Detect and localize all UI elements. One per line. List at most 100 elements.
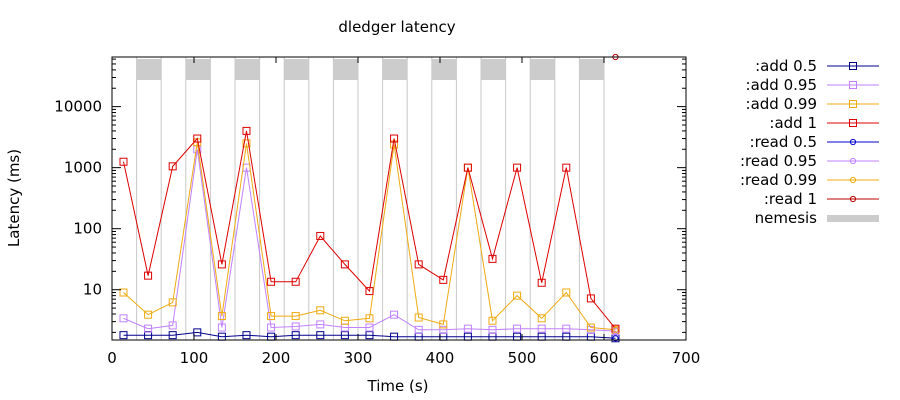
series-3-point-5 xyxy=(242,126,251,135)
nemesis-bands xyxy=(136,56,605,341)
series-3-point-10 xyxy=(365,287,374,296)
series-1-point-2 xyxy=(168,321,177,330)
series-3-point-7 xyxy=(291,277,300,286)
series-3-point-1 xyxy=(144,271,153,280)
x-tick-label-7: 700 xyxy=(672,349,701,367)
nemesis-band-3 xyxy=(283,56,310,341)
legend-label-5: :read 0.95 xyxy=(740,152,817,170)
series-2-point-13 xyxy=(439,320,448,329)
series-2-point-19 xyxy=(586,323,595,332)
nemesis-marker-3 xyxy=(284,59,309,80)
series-1-point-8 xyxy=(316,320,325,329)
nemesis-marker-6 xyxy=(431,59,457,80)
nemesis-marker-0 xyxy=(136,59,162,80)
series-0-point-7 xyxy=(291,331,300,340)
series-6 xyxy=(612,326,619,333)
series-1-point-14 xyxy=(463,324,472,333)
axes: 0 100 200 300 400 500 600 700 10 100 1000 10000 xyxy=(54,57,700,367)
nemesis-band-6 xyxy=(431,56,457,341)
series-2-point-8 xyxy=(316,306,325,315)
y-tick-label-0: 10 xyxy=(83,281,102,299)
series-1-point-15 xyxy=(488,325,497,334)
series-3-point-17 xyxy=(537,278,546,287)
plot-frame xyxy=(111,56,687,341)
nemesis-marker-8 xyxy=(530,59,555,80)
series-3-point-19 xyxy=(586,294,595,303)
series-0-point-0 xyxy=(119,331,128,340)
series-line-0 xyxy=(123,331,616,339)
series-0-point-1 xyxy=(144,331,153,340)
series-2-point-12 xyxy=(414,313,423,322)
x-tick-label-2: 200 xyxy=(262,349,291,367)
legend-marker-3 xyxy=(849,119,857,127)
legend-label-2: :add 0.99 xyxy=(746,95,817,113)
series-0-point-8 xyxy=(316,331,325,340)
series-1-point-0 xyxy=(119,314,128,323)
nemesis-marker-2 xyxy=(235,59,260,80)
series-1-point-16 xyxy=(513,324,522,333)
series-4-point-0 xyxy=(612,335,619,342)
series-4 xyxy=(612,335,619,342)
series-2-point-18 xyxy=(562,288,571,297)
nemesis-marker-5 xyxy=(382,59,408,80)
series-0-point-9 xyxy=(340,331,349,340)
series-2-point-7 xyxy=(291,312,300,321)
series-1-point-11 xyxy=(390,310,399,319)
series-1 xyxy=(119,145,620,336)
series-line-1 xyxy=(123,149,616,332)
series-line-2 xyxy=(123,142,616,331)
series-2-point-5 xyxy=(242,139,251,148)
series-2-point-1 xyxy=(144,310,153,319)
series-1-point-13 xyxy=(439,325,448,334)
legend-marker-2 xyxy=(849,100,857,108)
legend-marker-6 xyxy=(849,176,857,184)
series-3-point-8 xyxy=(316,231,325,240)
x-tick-label-3: 300 xyxy=(344,349,373,367)
series-3-point-18 xyxy=(562,163,571,172)
legend-label-0: :add 0.5 xyxy=(755,57,817,75)
series-2-point-4 xyxy=(217,312,226,321)
legend: :add 0.5:add 0.95:add 0.99:add 1 :read 0.… xyxy=(740,57,879,227)
series-3-point-4 xyxy=(217,260,226,269)
series-0-point-5 xyxy=(242,331,251,340)
nemesis-band-0 xyxy=(136,56,162,341)
series-3-point-6 xyxy=(267,277,276,286)
series-2-point-16 xyxy=(513,291,522,300)
series-2-point-9 xyxy=(340,316,349,325)
nemesis-band-1 xyxy=(185,56,211,341)
series-line-3 xyxy=(123,130,616,330)
legend-marker-1 xyxy=(849,81,857,89)
chart-title: dledger latency xyxy=(338,18,455,36)
series-1-point-12 xyxy=(414,325,423,334)
x-tick-label-5: 500 xyxy=(508,349,537,367)
y-axis-label: Latency (ms) xyxy=(5,149,23,247)
nemesis-band-8 xyxy=(529,56,556,341)
series-2-point-0 xyxy=(119,288,128,297)
x-tick-label-1: 100 xyxy=(180,349,209,367)
series-2-point-10 xyxy=(365,314,374,323)
series-6-point-0 xyxy=(612,326,619,333)
series-3-point-2 xyxy=(168,162,177,171)
series-3-point-12 xyxy=(414,260,423,269)
y-tick-label-3: 10000 xyxy=(54,98,102,116)
series-2-point-17 xyxy=(537,314,546,323)
series-1-point-10 xyxy=(365,323,374,332)
nemesis-marker-1 xyxy=(185,59,211,80)
legend-marker-4 xyxy=(849,138,857,146)
y-tick-label-1: 100 xyxy=(73,220,102,238)
legend-label-nemesis: nemesis xyxy=(755,209,818,227)
legend-label-1: :add 0.95 xyxy=(746,76,817,94)
series-3-point-13 xyxy=(439,275,448,284)
series-1-point-7 xyxy=(291,322,300,331)
series-2-point-6 xyxy=(267,312,276,321)
legend-label-3: :add 1 xyxy=(769,114,817,132)
series-1-point-17 xyxy=(537,324,546,333)
series-0-point-10 xyxy=(365,331,374,340)
series-3-point-16 xyxy=(513,163,522,172)
series-0-point-3 xyxy=(193,328,202,337)
series-3-point-9 xyxy=(340,260,349,269)
y-tick-label-2: 1000 xyxy=(64,159,102,177)
nemesis-band-4 xyxy=(332,56,359,341)
series-3-point-0 xyxy=(119,157,128,166)
